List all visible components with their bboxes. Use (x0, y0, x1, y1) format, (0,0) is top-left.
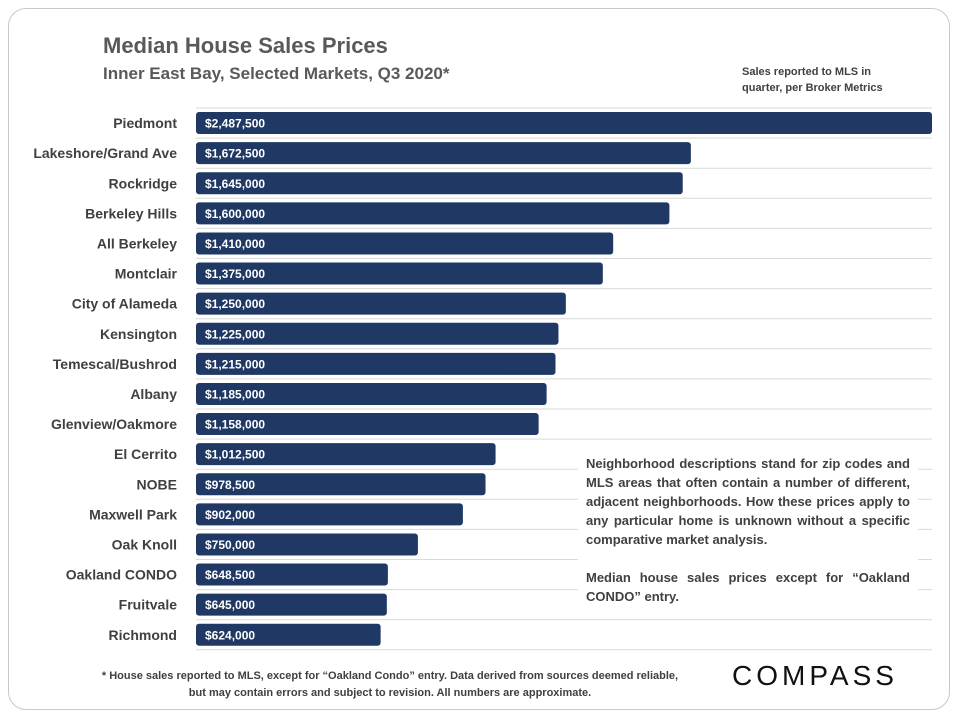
bar (196, 202, 670, 225)
footnote: * House sales reported to MLS, except fo… (101, 670, 679, 699)
category-label: All Berkeley (97, 235, 177, 251)
bar (196, 443, 496, 466)
bar-value-label: $978,500 (205, 478, 255, 492)
category-label: Fruitvale (119, 597, 178, 613)
bar-value-label: $1,185,000 (205, 387, 265, 401)
bar-value-label: $1,645,000 (205, 177, 265, 191)
compass-logo: COMPASS (732, 660, 898, 691)
bar-value-label: $1,600,000 (205, 207, 265, 221)
source-note: Sales reported to MLS in quarter, per Br… (742, 66, 883, 94)
bar (196, 473, 486, 496)
category-label: Kensington (100, 326, 177, 342)
note-paragraph-2: Median house sales prices except for “Oa… (586, 570, 910, 604)
bar (196, 503, 463, 526)
category-label: Glenview/Oakmore (51, 416, 177, 432)
chart-subtitle: Inner East Bay, Selected Markets, Q3 202… (103, 64, 450, 83)
bar (196, 352, 556, 375)
category-label: Oak Knoll (112, 536, 177, 552)
bar (196, 232, 614, 255)
bar-value-label: $1,158,000 (205, 418, 265, 432)
bar (196, 142, 691, 165)
category-label: NOBE (137, 476, 177, 492)
bar (196, 382, 547, 405)
bar (196, 413, 539, 436)
category-label: El Cerrito (114, 446, 177, 462)
bar-value-label: $750,000 (205, 538, 255, 552)
bar-value-label: $1,225,000 (205, 327, 265, 341)
category-label: Montclair (115, 266, 178, 282)
bar-value-label: $1,410,000 (205, 237, 265, 251)
category-label: Piedmont (113, 115, 177, 131)
bar-value-label: $2,487,500 (205, 117, 265, 131)
bar-value-label: $1,215,000 (205, 357, 265, 371)
bar-value-label: $645,000 (205, 598, 255, 612)
chart-title: Median House Sales Prices (103, 33, 388, 58)
category-label: Lakeshore/Grand Ave (33, 145, 177, 161)
category-label: Temescal/Bushrod (53, 356, 177, 372)
category-label: Albany (130, 386, 177, 402)
category-label: Berkeley Hills (85, 205, 177, 221)
bar-value-label: $902,000 (205, 508, 255, 522)
bar (196, 172, 683, 195)
bar (196, 593, 387, 616)
bar-value-label: $1,672,500 (205, 147, 265, 161)
bar (196, 322, 559, 345)
category-label: City of Alameda (72, 296, 177, 312)
bar (196, 533, 418, 556)
category-label: Oakland CONDO (66, 567, 177, 583)
category-label: Maxwell Park (89, 506, 177, 522)
bar-value-label: $1,250,000 (205, 297, 265, 311)
category-label: Rockridge (109, 175, 178, 191)
bar (196, 262, 603, 285)
bar (196, 292, 566, 315)
bar (196, 623, 381, 646)
bar (196, 563, 388, 586)
bar-value-label: $648,500 (205, 568, 255, 582)
bar-value-label: $1,012,500 (205, 448, 265, 462)
note-paragraph-1: Neighborhood descriptions stand for zip … (586, 456, 910, 547)
bar-value-label: $1,375,000 (205, 267, 265, 281)
bar (196, 112, 932, 135)
bar-value-label: $624,000 (205, 628, 255, 642)
explanatory-note: Neighborhood descriptions stand for zip … (578, 452, 918, 612)
category-label: Richmond (109, 627, 177, 643)
